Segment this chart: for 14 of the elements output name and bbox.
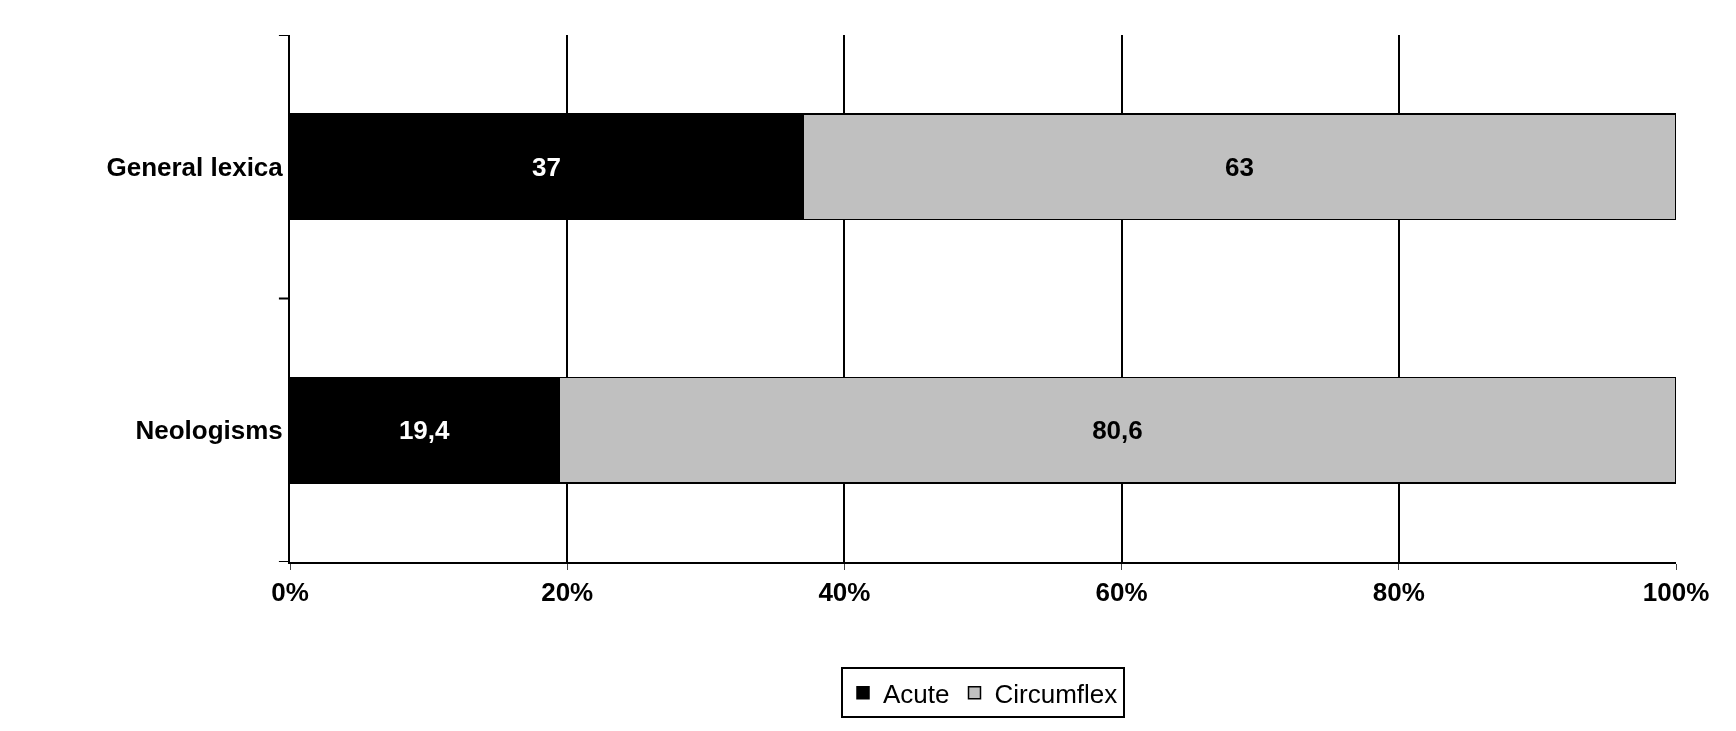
x-tick-label: 100% [1642,577,1710,608]
data-label: 19,4 [398,415,451,446]
y-tick-label: General lexica [106,151,284,182]
x-tick-label: 80% [1372,577,1425,608]
data-label: 37 [531,151,561,182]
x-tick-label: 20% [541,577,594,608]
legend-label: Circumflex [994,678,1118,709]
data-label: 80,6 [1092,415,1143,446]
x-tick-label: 0% [271,577,309,608]
legend-label: Acute [883,678,950,709]
data-label: 63 [1224,151,1254,182]
x-tick-label: 40% [818,577,871,608]
y-tick-label: Neologisms [135,415,283,446]
x-tick-label: 60% [1095,577,1148,608]
